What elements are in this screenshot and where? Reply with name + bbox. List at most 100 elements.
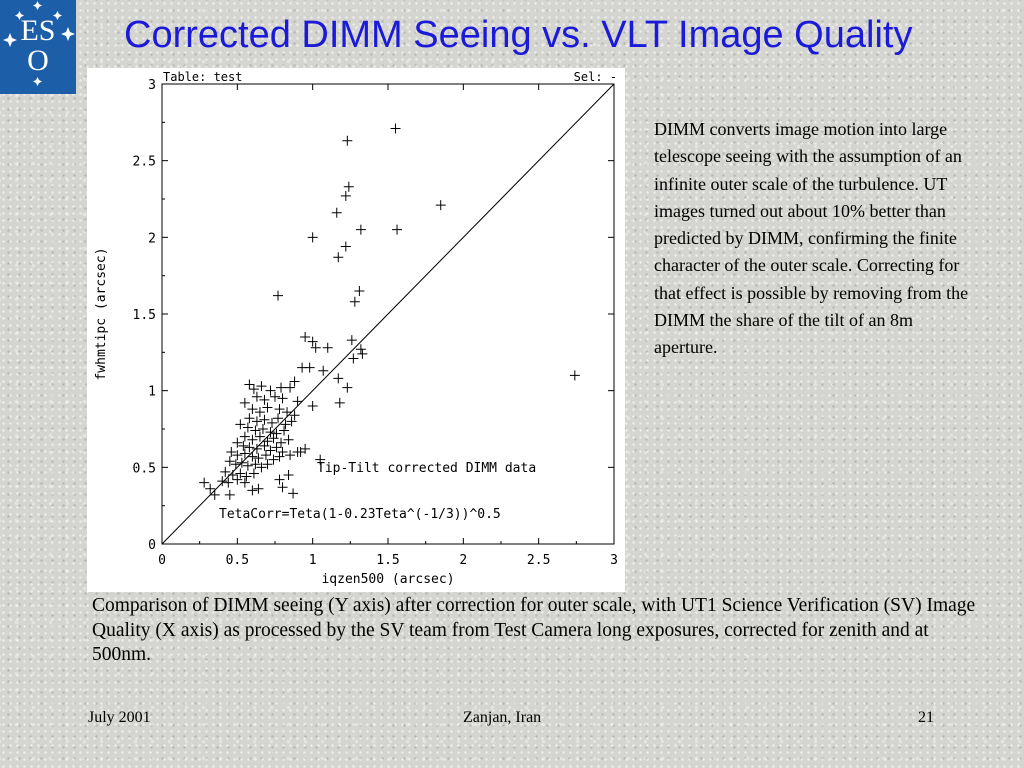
- data-point: [253, 483, 264, 494]
- data-point: [435, 200, 446, 211]
- data-point: [274, 404, 285, 415]
- y-tick-label: 0: [148, 538, 156, 553]
- data-point: [235, 419, 246, 430]
- data-point: [244, 379, 255, 390]
- data-point: [256, 381, 267, 392]
- data-point: [283, 470, 294, 480]
- data-point: [265, 385, 276, 396]
- x-tick-label: 2: [459, 553, 467, 568]
- data-point: [331, 207, 342, 218]
- data-point: [250, 459, 261, 470]
- eso-logo-letter-o: O: [27, 44, 49, 77]
- data-point: [340, 241, 351, 252]
- data-point: [236, 457, 247, 468]
- x-tick-label: 1.5: [376, 553, 399, 568]
- data-point: [232, 474, 243, 485]
- data-point: [285, 450, 296, 461]
- data-point: [349, 296, 360, 307]
- footer-date: July 2001: [88, 709, 151, 726]
- data-point: [355, 224, 366, 235]
- data-point: [244, 413, 255, 424]
- data-point: [343, 181, 354, 192]
- data-point: [224, 456, 235, 467]
- data-point: [274, 474, 285, 485]
- data-point: [205, 483, 216, 494]
- data-point: [273, 413, 284, 424]
- data-point: [340, 190, 351, 201]
- data-point: [259, 414, 270, 425]
- data-point: [227, 470, 238, 480]
- scatter-plot: Table: test Sel: - 0 0.5 1 1.5 2 2.5 3 0 0.5 1 1.…: [94, 70, 618, 587]
- plot-header-right: Sel: -: [574, 70, 617, 84]
- data-point: [226, 447, 237, 457]
- x-axis: 0 0.5 1 1.5 2 2.5 3: [158, 84, 618, 568]
- data-point: [295, 447, 306, 457]
- data-point: [300, 332, 311, 342]
- data-point: [307, 401, 318, 411]
- data-point: [346, 335, 357, 346]
- annotation-tiptilt: Tip-Tilt corrected DIMM data: [317, 461, 536, 476]
- eso-logo-graphic: ES O: [3, 1, 75, 86]
- data-point: [334, 397, 345, 408]
- data-point: [220, 466, 231, 477]
- x-axis-label: iqzen500 (arcsec): [321, 572, 454, 587]
- data-point: [355, 344, 366, 355]
- data-points: [199, 123, 580, 500]
- data-point: [254, 407, 265, 418]
- data-point: [348, 353, 359, 364]
- data-point: [265, 427, 276, 438]
- y-tick-label: 1.5: [133, 308, 156, 323]
- slide-title: Corrected DIMM Seeing vs. VLT Image Qual…: [124, 14, 913, 56]
- data-point: [238, 440, 249, 451]
- data-point: [259, 440, 270, 451]
- data-point: [292, 396, 303, 407]
- y-axis-label: fwhmtipc (arcsec): [94, 247, 109, 380]
- data-point: [283, 434, 294, 445]
- data-point: [286, 416, 297, 427]
- data-point: [251, 391, 262, 402]
- annotation-formula: TetaCorr=Teta(1-0.23Teta^(-1/3))^0.5: [219, 507, 501, 522]
- data-point: [270, 391, 280, 402]
- data-point: [274, 451, 285, 462]
- plot-header-left: Table: test: [163, 70, 242, 84]
- data-point: [251, 443, 262, 454]
- data-point: [357, 348, 368, 359]
- star-icon: [3, 1, 75, 86]
- y-tick-label: 0.5: [133, 461, 156, 476]
- data-point: [273, 290, 284, 301]
- data-point: [230, 459, 241, 470]
- data-point: [209, 489, 220, 500]
- data-point: [276, 382, 287, 393]
- data-point: [268, 433, 279, 444]
- data-point: [257, 424, 268, 434]
- data-point: [304, 362, 315, 373]
- y-tick-label: 3: [148, 78, 156, 93]
- data-point: [254, 431, 265, 442]
- data-point: [247, 434, 258, 445]
- data-point: [354, 286, 365, 296]
- y-tick-label: 1: [148, 385, 156, 400]
- x-tick-label: 1: [309, 553, 317, 568]
- reference-line: [161, 83, 615, 545]
- data-point: [247, 451, 258, 462]
- data-point: [239, 448, 250, 459]
- y-tick-label: 2.5: [133, 155, 156, 170]
- data-point: [251, 416, 262, 427]
- data-point: [241, 471, 252, 482]
- data-point: [247, 404, 258, 415]
- data-point: [232, 450, 243, 461]
- data-point: [342, 135, 353, 146]
- eso-logo: ES O: [0, 0, 76, 94]
- data-point: [253, 453, 264, 464]
- data-point: [277, 393, 288, 404]
- data-point: [318, 365, 329, 376]
- data-point: [248, 468, 259, 479]
- data-point: [244, 442, 255, 453]
- data-point: [569, 370, 580, 381]
- y-tick-label: 2: [148, 231, 156, 246]
- data-point: [268, 454, 279, 465]
- data-point: [288, 488, 299, 499]
- y-axis: 0 0.5 1 1.5 2 2.5 3: [133, 78, 614, 553]
- scatter-plot-panel: Table: test Sel: - 0 0.5 1 1.5 2 2.5 3 0 0.5 1 1.…: [87, 68, 625, 592]
- data-point: [322, 342, 333, 353]
